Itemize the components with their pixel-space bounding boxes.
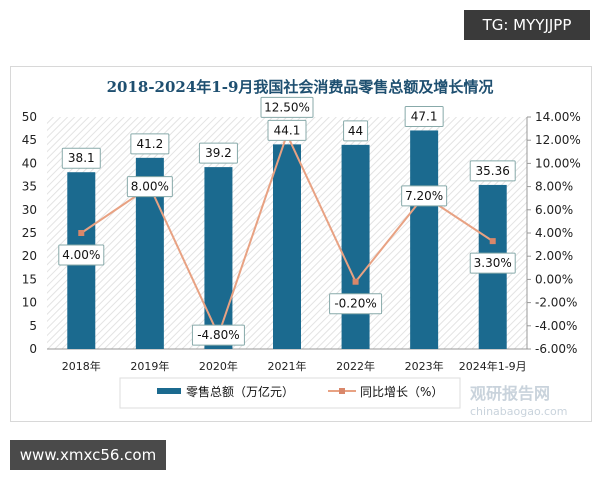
logo-watermark: 观研报告网 bbox=[470, 384, 550, 403]
bar-label: 44.1 bbox=[274, 123, 301, 137]
bar-label: 47.1 bbox=[411, 109, 438, 123]
y-left-tick: 0 bbox=[29, 342, 37, 356]
growth-label-box bbox=[469, 252, 516, 274]
legend-line-marker bbox=[339, 388, 345, 394]
growth-label-box bbox=[58, 244, 105, 266]
y-right-tick: 6.00% bbox=[535, 203, 573, 217]
y-left-tick: 15 bbox=[22, 272, 37, 286]
growth-label-box bbox=[401, 185, 448, 207]
bar-label: 35.36 bbox=[476, 164, 510, 178]
growth-point bbox=[352, 278, 359, 285]
bar-label: 38.1 bbox=[68, 151, 95, 165]
growth-label: -0.20% bbox=[334, 297, 376, 311]
legend-bar-label: 零售总额（万亿元） bbox=[186, 384, 294, 399]
y-left-tick: 45 bbox=[22, 133, 37, 147]
growth-label-box bbox=[126, 176, 173, 198]
growth-label: 7.20% bbox=[405, 189, 443, 203]
y-left-tick: 5 bbox=[29, 319, 37, 333]
bar-label-box bbox=[343, 120, 369, 142]
bar-label: 44 bbox=[348, 124, 363, 138]
watermark-tg: TG: MYYJJPP bbox=[464, 10, 590, 40]
y-right-tick: 12.00% bbox=[535, 133, 581, 147]
growth-label: -4.80% bbox=[197, 328, 239, 342]
x-tick-label: 2018年 bbox=[62, 359, 101, 373]
legend-line-label: 同比增长（%） bbox=[360, 385, 443, 399]
chart-title: 2018-2024年1-9月我国社会消费品零售总额及增长情况 bbox=[107, 78, 494, 96]
x-tick-label: 2022年 bbox=[336, 359, 375, 373]
y-left-tick: 35 bbox=[22, 180, 37, 194]
bar-label: 39.2 bbox=[205, 146, 232, 160]
y-left-tick: 40 bbox=[22, 156, 37, 170]
growth-label: 4.00% bbox=[62, 248, 100, 262]
y-right-tick: 0.00% bbox=[535, 272, 573, 286]
bar bbox=[341, 144, 370, 349]
y-left-tick: 10 bbox=[22, 296, 37, 310]
y-right-tick: 4.00% bbox=[535, 226, 573, 240]
y-right-tick: 14.00% bbox=[535, 110, 581, 124]
x-tick-label: 2021年 bbox=[268, 359, 307, 373]
y-right-tick: -6.00% bbox=[535, 342, 577, 356]
y-right-tick: -4.00% bbox=[535, 319, 577, 333]
y-right-tick: 2.00% bbox=[535, 249, 573, 263]
bar-label-box bbox=[267, 119, 307, 141]
bar bbox=[204, 167, 233, 349]
bar-label-box bbox=[61, 147, 101, 169]
watermark-site: www.xmxc56.com bbox=[10, 440, 166, 470]
growth-label-box bbox=[329, 293, 383, 315]
legend-bar-swatch bbox=[157, 388, 181, 394]
y-left-tick: 30 bbox=[22, 203, 37, 217]
growth-label: 3.30% bbox=[474, 256, 512, 270]
bar bbox=[410, 130, 439, 349]
y-left-tick: 25 bbox=[22, 226, 37, 240]
y-left-tick: 50 bbox=[22, 110, 37, 124]
bar bbox=[273, 144, 301, 349]
growth-point bbox=[489, 238, 496, 245]
bar-label: 41.2 bbox=[136, 137, 163, 151]
growth-label-box bbox=[191, 324, 245, 346]
y-right-tick: 10.00% bbox=[535, 156, 581, 170]
bar-label-box bbox=[469, 160, 516, 182]
growth-label: 8.00% bbox=[131, 180, 169, 194]
y-left-tick: 20 bbox=[22, 249, 37, 263]
y-right-tick: 8.00% bbox=[535, 180, 573, 194]
x-tick-label: 2024年1-9月 bbox=[459, 359, 527, 373]
bar-label-box bbox=[130, 133, 170, 155]
growth-label: 12.50% bbox=[264, 100, 310, 114]
logo-watermark-sub: chinabaogao.com bbox=[470, 405, 568, 418]
x-tick-label: 2020年 bbox=[199, 359, 238, 373]
bar-label-box bbox=[404, 105, 444, 127]
growth-point bbox=[78, 230, 85, 236]
x-tick-label: 2019年 bbox=[130, 359, 169, 373]
x-tick-label: 2023年 bbox=[405, 359, 444, 373]
growth-label-box bbox=[260, 96, 314, 118]
bar-label-box bbox=[198, 142, 238, 164]
y-right-tick: -2.00% bbox=[535, 296, 577, 310]
